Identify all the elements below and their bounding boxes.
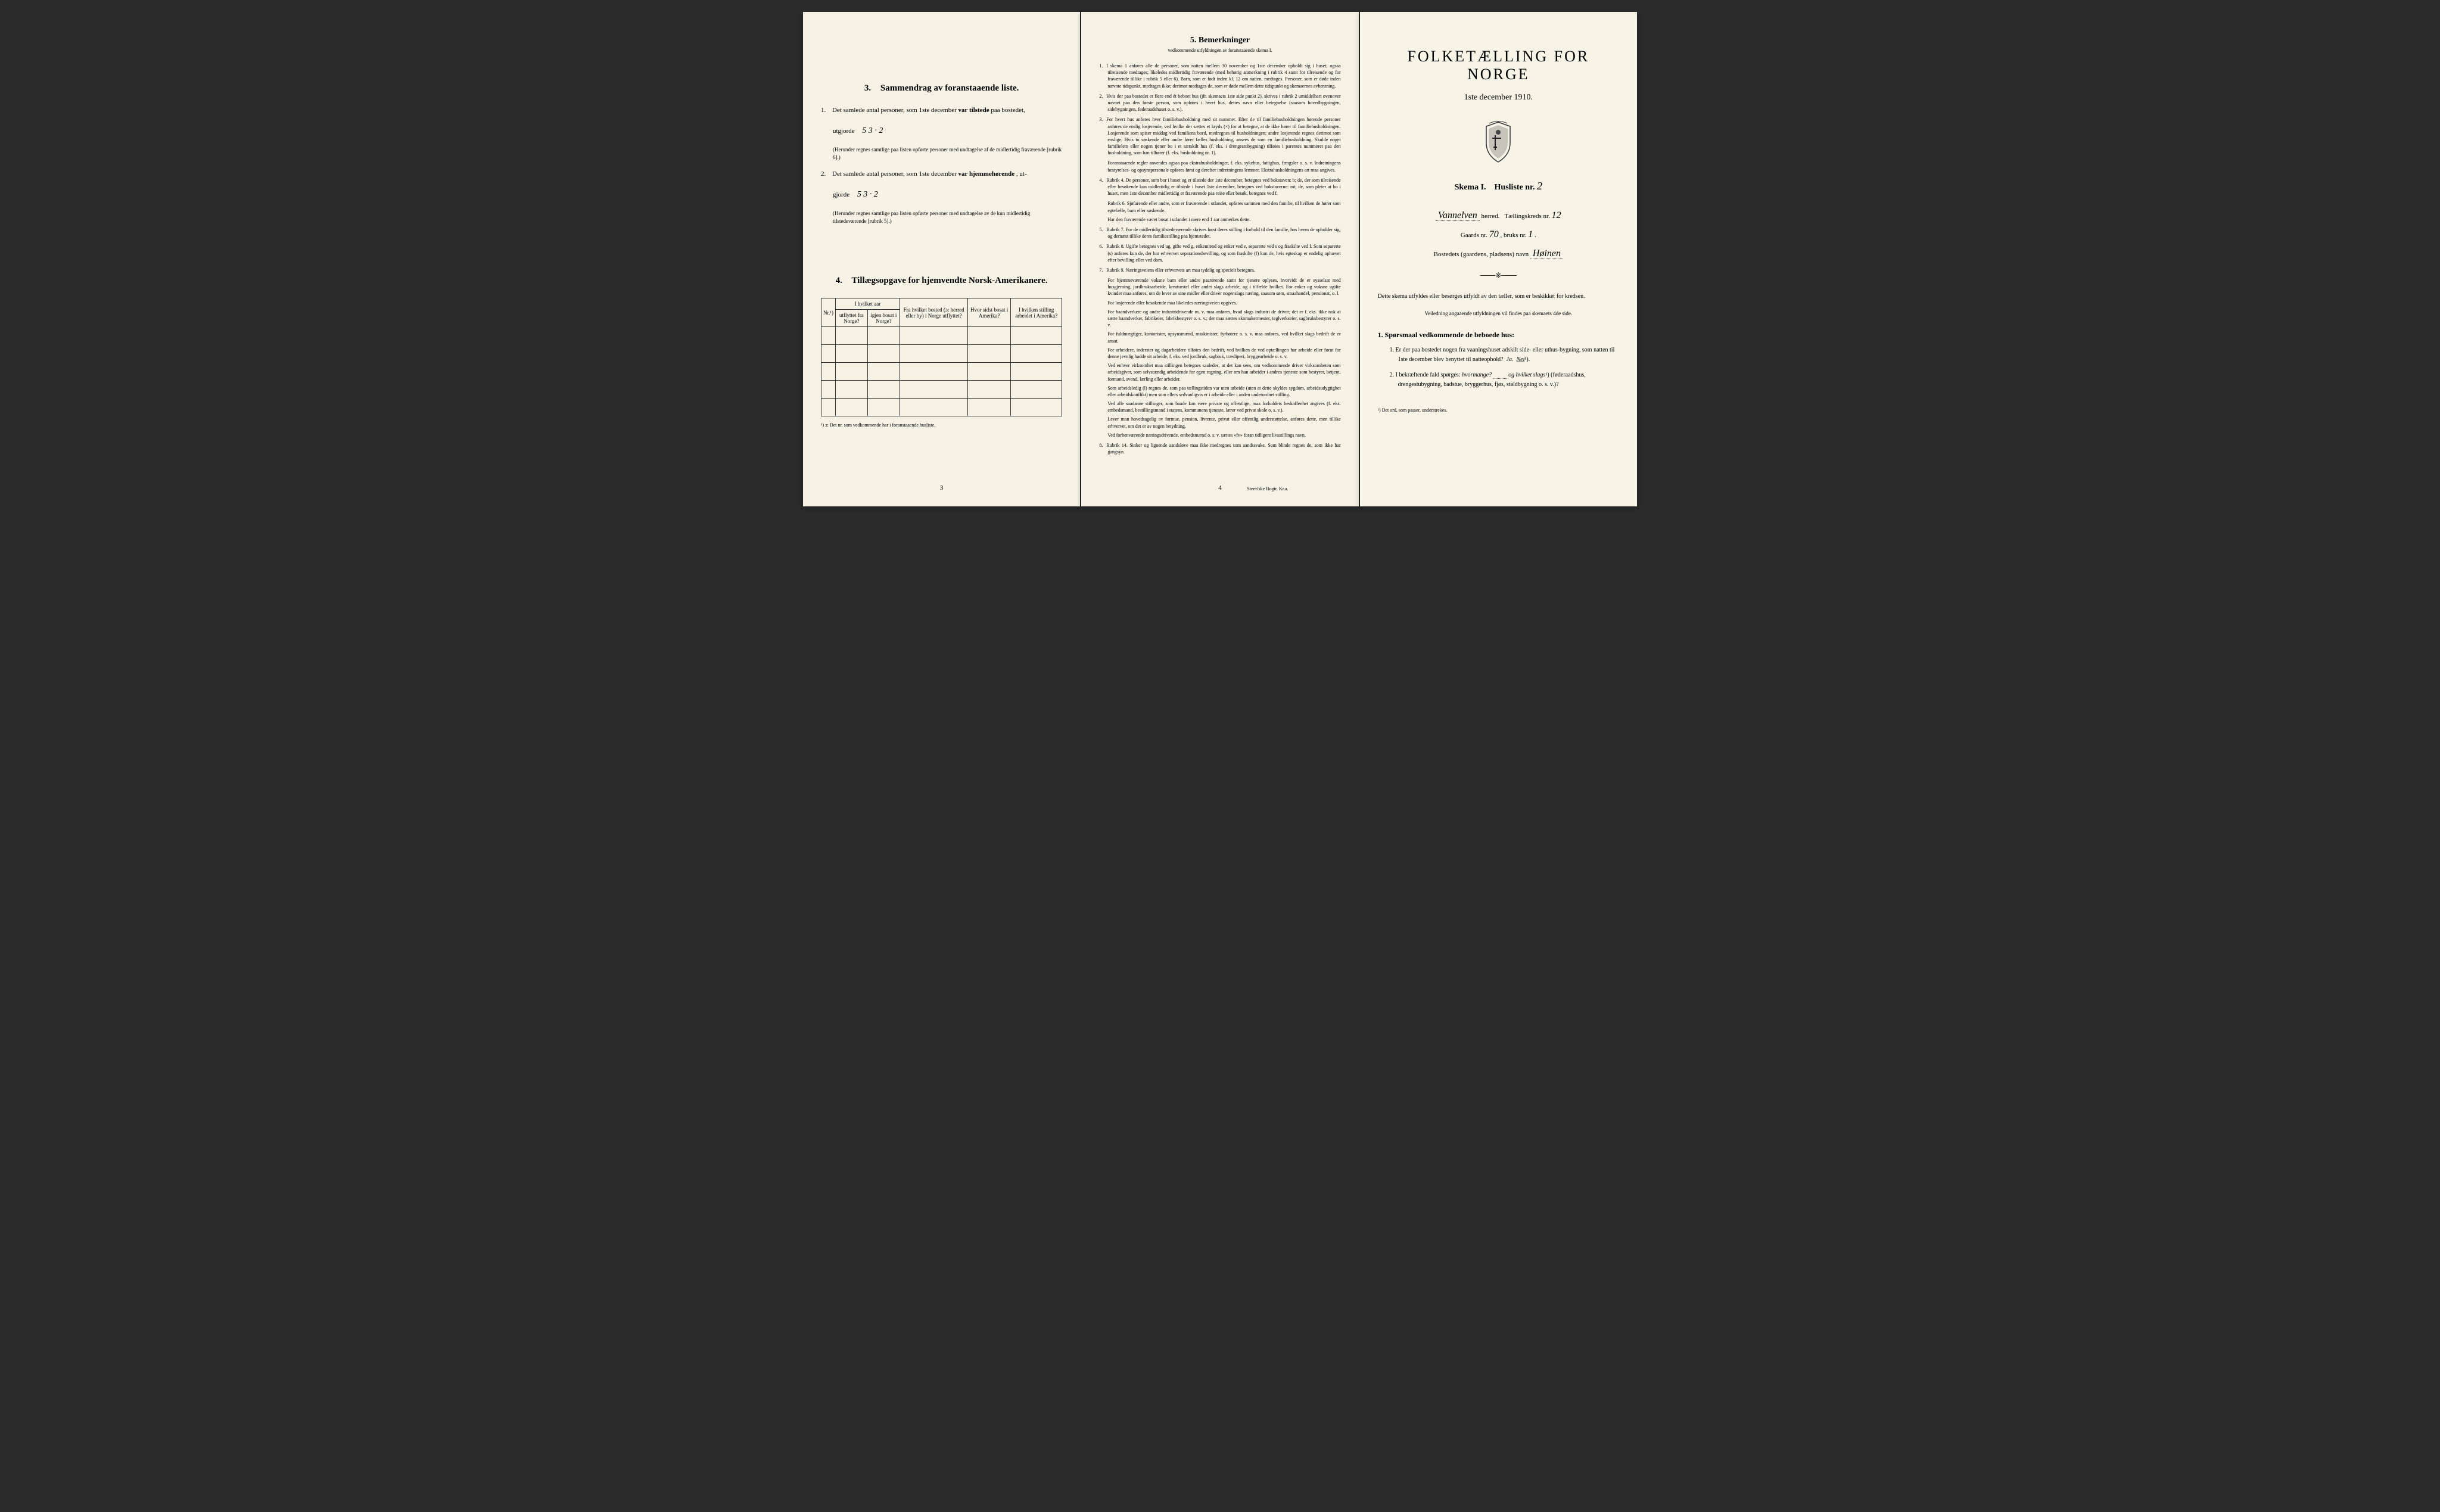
rule-item: 4.Rubrik 4. De personer, som bor i huset…: [1099, 177, 1340, 197]
rule-item: 5.Rubrik 7. For de midlertidig tilstedev…: [1099, 226, 1340, 239]
bosted-line: Bostedets (gaardens, pladsens) navn Høin…: [1378, 248, 1619, 259]
th-bosat: igjen bosat i Norge?: [867, 310, 900, 327]
rule-item: Ved forhenværende næringsdrivende, embed…: [1107, 432, 1340, 438]
item-1-value: 5 3 · 2: [856, 126, 889, 135]
main-title: FOLKETÆLLING FOR NORGE: [1378, 48, 1619, 83]
section-5-title: 5. Bemerkninger: [1099, 36, 1340, 45]
herred-value: Vannelven: [1436, 210, 1480, 221]
rule-item: For arbeidere, inderster og dagarbeidere…: [1107, 347, 1340, 360]
skema-line: Skema I. Husliste nr. 2: [1378, 180, 1619, 192]
rule-item: 8.Rubrik 14. Sinker og lignende aandsløv…: [1099, 442, 1340, 455]
kreds-value: 12: [1552, 210, 1561, 220]
table-footnote: ¹) ɔ: Det nr. som vedkommende har i fora…: [821, 422, 1062, 428]
section-3-title: 3. Sammendrag av foranstaaende liste.: [821, 83, 1062, 94]
section-5-subtitle: vedkommende utfyldningen av foranstaaend…: [1099, 48, 1340, 53]
rule-item: 6.Rubrik 8. Ugifte betegnes ved ug, gift…: [1099, 243, 1340, 263]
rule-item: For haandverkere og andre industridriven…: [1107, 309, 1340, 329]
section-3-num: 3.: [864, 83, 871, 93]
item-1: 1. Det samlede antal personer, som 1ste …: [821, 105, 1062, 116]
item-2-note: (Herunder regnes samtlige paa listen opf…: [833, 210, 1062, 225]
gaards-value: 70: [1489, 229, 1499, 239]
rule-item: Har den fraværende været bosat i utlande…: [1107, 216, 1340, 223]
section-3-text: Sammendrag av foranstaaende liste.: [880, 83, 1019, 93]
printer-mark: Steen'ske Bogtr. Kr.a.: [1247, 486, 1288, 491]
table-row: [821, 327, 1062, 345]
th-utflyttet: utflyttet fra Norge?: [835, 310, 867, 327]
section-4-title: 4. Tillægsopgave for hjemvendte Norsk-Am…: [821, 276, 1062, 286]
rule-item: For losjerende eller besøkende maa likel…: [1107, 300, 1340, 306]
rule-item: Rubrik 6. Sjøfarende eller andre, som er…: [1107, 200, 1340, 213]
answer-nei: Nei: [1517, 356, 1525, 363]
item-1-note: (Herunder regnes samtlige paa listen opf…: [833, 146, 1062, 161]
panel-page-4: 5. Bemerkninger vedkommende utfyldningen…: [1081, 12, 1358, 506]
rule-item: Ved enhver virksomhet maa stillingen bet…: [1107, 362, 1340, 382]
husliste-nr: 2: [1537, 180, 1542, 192]
rule-item: Ved alle saadanne stillinger, som baade …: [1107, 400, 1340, 413]
panel-page-3: 3. Sammendrag av foranstaaende liste. 1.…: [803, 12, 1080, 506]
item-2-value: 5 3 · 2: [851, 190, 884, 199]
census-date: 1ste december 1910.: [1378, 93, 1619, 102]
herred-line: Vannelven herred. Tællingskreds nr. 12: [1378, 210, 1619, 221]
question-1-2: 2. I bekræftende fald spørges: hvormange…: [1390, 371, 1619, 390]
instruction-text: Dette skema utfyldes eller besørges utfy…: [1378, 292, 1619, 301]
item-2: 2. Det samlede antal personer, som 1ste …: [821, 169, 1062, 180]
item-2-line2: gjorde 5 3 · 2: [833, 188, 1062, 201]
table-row: [821, 399, 1062, 416]
table-norsk-amerikanere: Nr.¹) I hvilket aar Fra hvilket bosted (…: [821, 298, 1062, 428]
section-4-num: 4.: [836, 276, 842, 285]
table-row: [821, 363, 1062, 381]
rule-item: 3.For hvert hus anføres hver familiehush…: [1099, 116, 1340, 156]
th-bosted: Fra hvilket bosted (ɔ: herred eller by) …: [900, 298, 967, 327]
divider-ornament: ───※───: [1378, 271, 1619, 280]
gaards-line: Gaards nr. 70 , bruks nr. 1 .: [1378, 229, 1619, 240]
question-1-title: 1. Spørsmaal vedkommende de beboede hus:: [1378, 331, 1619, 340]
rule-item: 2.Hvis der paa bostedet er flere end ét …: [1099, 93, 1340, 113]
table-row: [821, 345, 1062, 363]
question-1-1: 1. Er der paa bostedet nogen fra vaaning…: [1390, 346, 1619, 365]
page-number: 4: [1218, 484, 1222, 491]
rule-item: 7.Rubrik 9. Næringsveiens eller erhverve…: [1099, 267, 1340, 273]
panel-title-page: FOLKETÆLLING FOR NORGE 1ste december 191…: [1360, 12, 1637, 506]
th-aar: I hvilket aar: [835, 298, 900, 310]
page-number: 3: [940, 484, 944, 491]
bruks-value: 1: [1528, 229, 1533, 239]
right-footnote: ¹) Det ord, som passer, understrekes.: [1378, 407, 1619, 413]
coat-of-arms-icon: [1378, 120, 1619, 168]
table-row: [821, 381, 1062, 399]
rule-item: For fuldmægtiger, kontorister, opsynsmæn…: [1107, 331, 1340, 344]
rules-list: 1.I skema 1 anføres alle de personer, so…: [1099, 63, 1340, 455]
instruction-sub: Veiledning angaaende utfyldningen vil fi…: [1378, 310, 1619, 316]
rule-item: For hjemmeværende voksne barn eller andr…: [1107, 277, 1340, 297]
rule-item: Lever man hovedsagelig av formue, pensio…: [1107, 416, 1340, 429]
th-nr: Nr.¹): [821, 298, 836, 327]
item-1-line2: utgjorde 5 3 · 2: [833, 125, 1062, 138]
section-4-text: Tillægsopgave for hjemvendte Norsk-Ameri…: [851, 276, 1047, 285]
census-document: 3. Sammendrag av foranstaaende liste. 1.…: [803, 12, 1637, 506]
th-stilling: I hvilken stilling arbeidet i Amerika?: [1011, 298, 1062, 327]
rule-item: Som arbeidsledig (l) regnes de, som paa …: [1107, 385, 1340, 398]
rule-item: Foranstaaende regler anvendes ogsaa paa …: [1107, 160, 1340, 173]
th-amerika: Hvor sidst bosat i Amerika?: [968, 298, 1011, 327]
rule-item: 1.I skema 1 anføres alle de personer, so…: [1099, 63, 1340, 89]
bosted-value: Høinen: [1530, 248, 1563, 259]
